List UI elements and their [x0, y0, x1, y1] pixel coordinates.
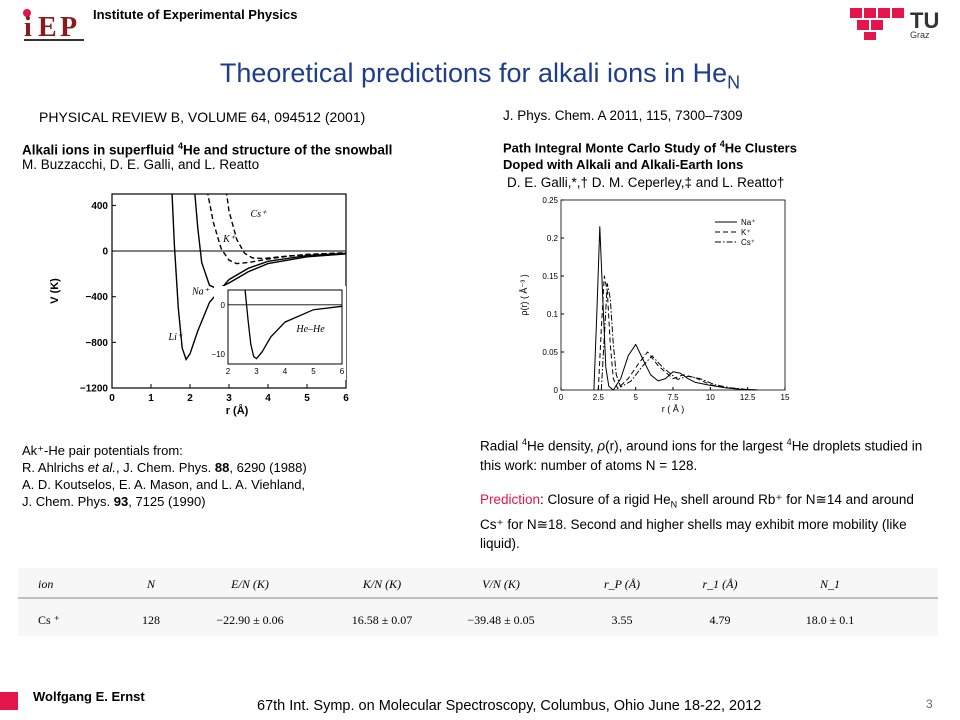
table-header: N	[146, 577, 156, 591]
iep-logo-e: E	[38, 12, 57, 42]
footer-author: Wolfgang E. Ernst	[33, 689, 145, 704]
page-number: 3	[926, 697, 933, 711]
inset-xtick-label: 6	[340, 367, 345, 376]
radial-density-chart: 0 2.5 5 7.5 10 12.5 15 0 0.05 0.1 0.15 0.2 0.25 r ( Å…	[519, 196, 790, 414]
results-table: ion N E/N (K) K/N (K) V/N (K) r_P (Å) r_1 (Å) N…	[18, 568, 938, 636]
right-ytick-label: 0.25	[542, 196, 558, 205]
left-journal: PHYSICAL REVIEW B, VOLUME 64, 094512 (20…	[39, 109, 366, 125]
right-ytick-label: 0	[554, 386, 559, 395]
left-xtick-label: 0	[109, 393, 115, 404]
table-cell: −39.48 ± 0.05	[467, 613, 534, 627]
iep-logo-p: P	[60, 12, 77, 42]
right-xtick-label: 0	[559, 393, 564, 402]
right-ytick-label: 0.05	[542, 348, 558, 357]
right-xtick-label: 15	[781, 393, 790, 402]
right-xtick-label: 5	[633, 393, 638, 402]
left-xlabel: r (Å)	[226, 404, 249, 417]
table-cell: 128	[142, 613, 160, 627]
series-line-k	[207, 194, 346, 265]
tu-logo-graz: Graz	[910, 30, 930, 40]
inset-label: He–He	[295, 324, 325, 335]
table-header: N_1	[819, 577, 840, 591]
left-xtick-label: 3	[226, 393, 232, 404]
table-header: V/N (K)	[482, 577, 520, 591]
left-series-label: Cs⁺	[250, 209, 267, 220]
table-header: r_P (Å)	[604, 577, 640, 591]
left-ytick-label: −800	[85, 338, 108, 349]
table-header: ion	[38, 577, 53, 591]
legend-entry: Na⁺	[741, 218, 755, 227]
table-cell: 18.0 ± 0.1	[806, 613, 855, 627]
left-xtick-label: 1	[148, 393, 154, 404]
right-ytick-label: 0.2	[547, 234, 559, 243]
left-ytick-label: −1200	[80, 384, 109, 395]
left-xtick-label: 4	[265, 393, 271, 404]
table-header: K/N (K)	[362, 577, 401, 591]
right-xtick-label: 7.5	[667, 393, 679, 402]
inset-he-he-line	[244, 290, 342, 360]
left-xtick-label: 2	[187, 393, 193, 404]
table-cell: 4.79	[710, 613, 731, 627]
right-paper-title: Path Integral Monte Carlo Study of 4He C…	[503, 139, 797, 173]
inset-ytick-label: 0	[221, 301, 226, 310]
table-cell: −22.90 ± 0.06	[216, 613, 283, 627]
inset-ytick-label: −10	[211, 350, 225, 359]
right-ylabel: ρ(r) ( Å⁻³ )	[519, 274, 529, 315]
density-line-cs	[600, 283, 759, 391]
series-line-li	[171, 194, 346, 362]
inset-xtick-label: 3	[254, 367, 259, 376]
left-ytick-label: −400	[85, 292, 108, 303]
prediction-label: Prediction	[480, 492, 541, 507]
left-ylabel: V (K)	[49, 278, 61, 304]
left-series-label: Li⁺	[168, 332, 183, 343]
right-ytick-label: 0.15	[542, 272, 558, 281]
right-xtick-label: 10	[706, 393, 715, 402]
institute-name: Institute of Experimental Physics	[93, 7, 298, 22]
pair-potential-chart: 0 1 2 3 4 5 6 400 0 −400 −800 −1200 r (Å) V (K) Cs⁺ K⁺ N…	[49, 193, 349, 417]
prediction-text: Prediction: Closure of a rigid HeN shell…	[480, 492, 914, 551]
iep-logo: i E P	[23, 9, 84, 42]
legend-entry: K⁺	[741, 228, 751, 237]
left-ytick-label: 400	[91, 201, 108, 212]
table-cell: 3.55	[612, 613, 633, 627]
footer-accent-square	[0, 692, 18, 710]
right-journal: J. Phys. Chem. A 2011, 115, 7300–7309	[503, 108, 743, 123]
table-header: E/N (K)	[230, 577, 269, 591]
left-xtick-label: 5	[304, 393, 310, 404]
left-authors: M. Buzzacchi, D. E. Galli, and L. Reatto	[22, 157, 260, 172]
legend-entry: Cs⁺	[741, 238, 755, 247]
tu-graz-logo: TU Graz	[850, 8, 939, 40]
left-caption: Ak⁺-He pair potentials from: R. Ahlrichs…	[22, 443, 307, 509]
inset-xtick-label: 4	[283, 367, 288, 376]
series-line-na	[194, 194, 346, 290]
right-xtick-label: 2.5	[593, 393, 605, 402]
left-ytick-label: 0	[102, 247, 108, 258]
left-series-label: K⁺	[222, 234, 236, 245]
left-xtick-label: 6	[343, 393, 349, 404]
table-cell: Cs ⁺	[38, 613, 60, 627]
series-line-cs	[225, 194, 346, 260]
table-header: r_1 (Å)	[703, 577, 738, 591]
inset-xtick-label: 5	[311, 367, 316, 376]
tu-logo-text: TU	[910, 8, 939, 33]
right-authors: D. E. Galli,*,† D. M. Ceperley,‡ and L. …	[507, 175, 785, 190]
density-line-k	[597, 275, 756, 391]
density-line-na	[593, 226, 756, 391]
left-series-label: Na⁺	[191, 286, 210, 297]
right-caption: Radial 4He density, ρ(r), around ions fo…	[480, 437, 923, 473]
right-xlabel: r ( Å )	[662, 404, 685, 414]
footer-conference: 67th Int. Symp. on Molecular Spectroscop…	[257, 698, 762, 714]
inset-frame	[227, 289, 343, 365]
slide-title: Theoretical predictions for alkali ions …	[219, 58, 741, 93]
table-cell: 16.58 ± 0.07	[352, 613, 413, 627]
right-ytick-label: 0.1	[547, 310, 559, 319]
left-paper-title: Alkali ions in superfluid 4He and struct…	[22, 141, 393, 158]
inset-xtick-label: 2	[226, 367, 231, 376]
right-xtick-label: 12.5	[740, 393, 756, 402]
iep-logo-i: i	[24, 12, 32, 42]
